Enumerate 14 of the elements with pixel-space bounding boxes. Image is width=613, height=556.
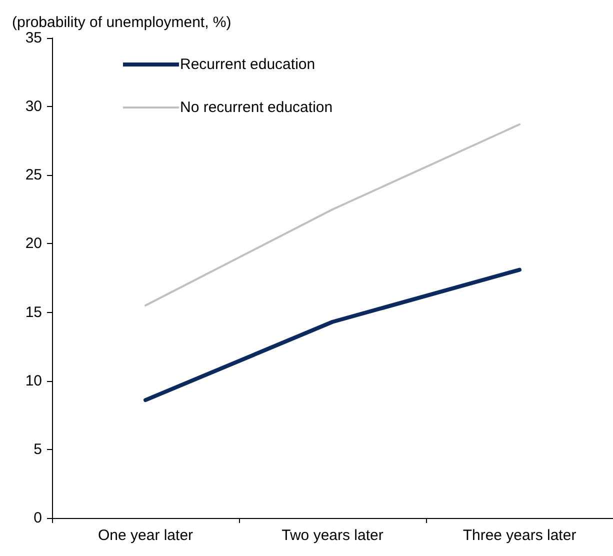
y-tick-label: 15 [25,304,42,321]
y-tick-label: 20 [25,235,42,252]
y-tick-label: 10 [25,372,42,390]
y-tick-label: 25 [25,166,42,184]
x-tick-label: One year later [98,527,194,544]
x-tick-label: Two years later [282,527,384,544]
y-tick-label: 0 [34,510,42,526]
y-tick-label: 5 [34,440,42,458]
x-tick-label: Three years later [462,527,576,544]
y-axis-title: (probability of unemployment, %) [12,14,232,31]
legend-label: Recurrent education [180,56,316,73]
y-tick-label: 35 [25,30,42,46]
y-tick-label: 30 [25,98,42,116]
legend-label: No recurrent education [180,99,333,116]
